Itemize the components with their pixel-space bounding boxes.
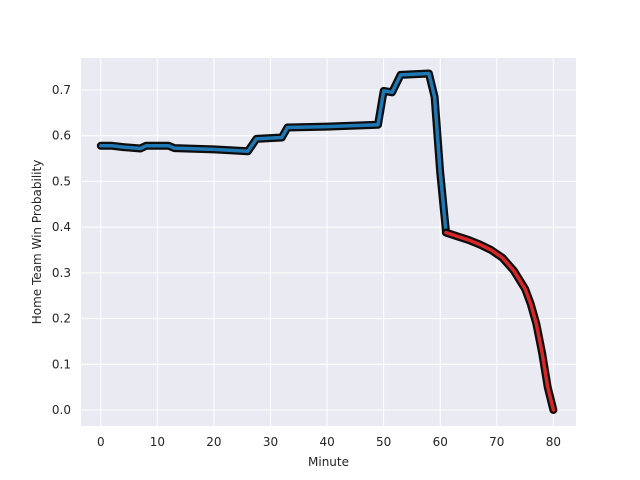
y-tick-label: 0.5	[52, 174, 71, 188]
series-lines	[96, 69, 558, 414]
series-line-blue	[99, 71, 448, 233]
x-tick-label: 20	[206, 435, 221, 449]
y-tick-label: 0.7	[52, 83, 71, 97]
x-tick-label: 60	[433, 435, 448, 449]
x-tick-label: 30	[263, 435, 278, 449]
x-axis-label: Minute	[308, 455, 349, 469]
grid	[81, 58, 576, 426]
x-tick-label: 0	[97, 435, 105, 449]
x-tick-label: 70	[489, 435, 504, 449]
tick-labels: 0 10 20 30 40 50 60 70 80 0.0 0.1 0.2 0.3 0.4 0.5 0.6 0.…	[52, 83, 561, 449]
x-tick-label: 10	[150, 435, 165, 449]
x-tick-label: 40	[319, 435, 334, 449]
y-axis-label: Home Team Win Probability	[30, 160, 44, 325]
x-tick-label: 80	[546, 435, 561, 449]
x-tick-label: 50	[376, 435, 391, 449]
y-tick-label: 0.4	[52, 220, 71, 234]
y-tick-label: 0.6	[52, 129, 71, 143]
y-tick-label: 0.1	[52, 357, 71, 371]
y-tick-label: 0.3	[52, 266, 71, 280]
y-tick-label: 0.2	[52, 312, 71, 326]
plot-area	[81, 58, 576, 426]
series-line-red	[444, 230, 556, 412]
y-tick-label: 0.0	[52, 403, 71, 417]
